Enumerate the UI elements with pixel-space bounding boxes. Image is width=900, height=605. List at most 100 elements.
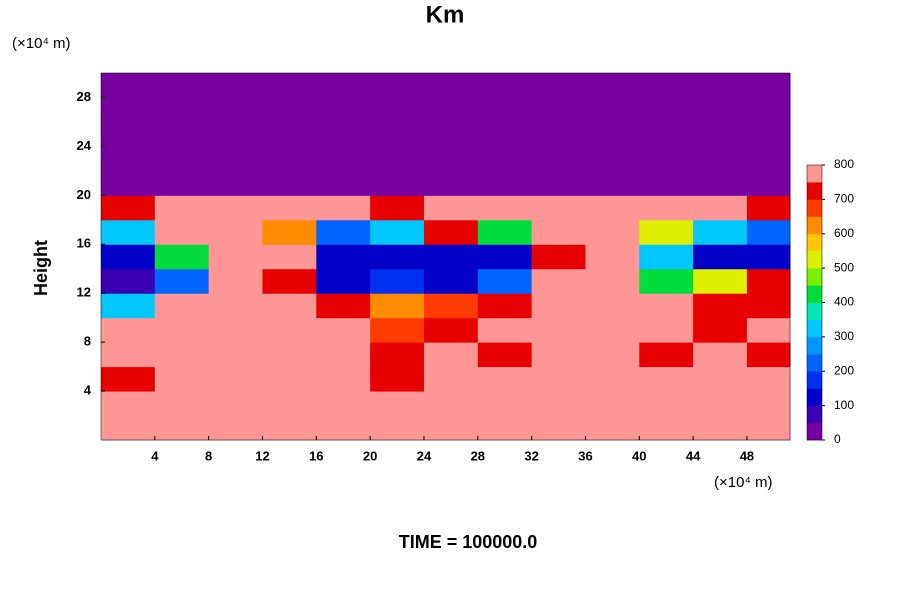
contour-cell [154,244,210,270]
x-tick-label: 28 [471,448,485,463]
contour-cell [477,342,533,368]
contour-cell [531,366,586,392]
contour-cell [370,293,425,319]
contour-cell [693,366,748,392]
contour-cell [370,121,425,147]
contour-cell [477,293,533,319]
contour-cell [262,415,317,441]
contour-cell [585,342,640,368]
contour-cell [262,97,317,123]
x-tick-label: 4 [151,448,159,463]
contour-cell [316,73,371,98]
contour-cell [154,391,210,417]
contour-cell [262,121,317,147]
contour-cell [746,293,791,319]
x-tick-label: 16 [309,448,323,463]
colorbar-tick-label: 600 [834,226,854,240]
contour-cell [154,121,210,147]
contour-cell [101,317,156,343]
contour-cell [316,391,371,417]
contour-cell [262,391,317,417]
contour-cell [477,146,533,172]
footer: TIME = 100000.0 [399,532,538,552]
contour-cell [423,146,479,172]
y-axis-label: Height [31,240,51,296]
contour-cell [154,293,210,319]
contour-cell [208,121,263,147]
x-tick-label: 24 [417,448,432,463]
contour-cell [639,73,694,98]
contour-cell [101,121,156,147]
contour-cell [316,244,371,270]
contour-cell [477,415,533,441]
colorbar-band [807,250,822,269]
y-unit: (×10⁴ m) [12,35,71,52]
contour-cell [693,219,748,245]
contour-cell [423,268,479,294]
contour-cell [208,73,263,98]
colorbar-band [807,302,822,320]
contour-cell [423,415,479,441]
contour-cell [477,317,533,343]
y-tick-label: 12 [77,285,91,300]
colorbar-tick-label: 0 [834,432,841,446]
contour-cell [693,317,748,343]
contour-cell [101,73,156,98]
contour-cell [477,170,533,196]
contour-cell [370,195,425,221]
contour-cell [477,366,533,392]
contour-cell [154,170,210,196]
contour-cell [423,219,479,245]
contour-cell [585,268,640,294]
contour-cell [746,195,791,221]
contour-cell [477,268,533,294]
colorbar-band [807,285,822,303]
contour-cell [208,366,263,392]
contour-cell [316,195,371,221]
contour-cell [531,415,586,441]
contour-cell [531,170,586,196]
contour-cell [208,268,263,294]
contour-cell [101,342,156,368]
contour-cell [101,97,156,123]
y-tick-label: 24 [77,138,92,153]
contour-cell [746,391,791,417]
contour-cell [746,415,791,441]
contour-cell [423,73,479,98]
contour-cell [746,146,791,172]
contour-cell [262,317,317,343]
contour-cell [208,97,263,123]
contour-cell [746,97,791,123]
contour-cell [262,195,317,221]
contour-cell [154,146,210,172]
contour-cell [531,268,586,294]
contour-cell [262,219,317,245]
contour-cell [101,268,156,294]
contour-cell [423,366,479,392]
contour-cell [262,244,317,270]
contour-cell [531,73,586,98]
contour-cell [154,415,210,441]
x-tick-label: 20 [363,448,377,463]
contour-cell [531,391,586,417]
contour-cell [154,317,210,343]
contour-cell [693,415,748,441]
colorbar-tick-label: 500 [834,260,854,274]
contour-cell [423,97,479,123]
contour-cell [423,244,479,270]
contour-cell [477,73,533,98]
contour-cell [477,121,533,147]
contour-cell [585,317,640,343]
contour-cell [316,170,371,196]
contour-cell [477,195,533,221]
contour-cell [423,342,479,368]
colorbar-tick-label: 100 [834,398,854,412]
colorbar-band [807,371,822,389]
contour-cell [370,268,425,294]
contour-cell [746,170,791,196]
contour-cell [208,342,263,368]
contour-cell [101,170,156,196]
colorbar-band [807,388,822,406]
